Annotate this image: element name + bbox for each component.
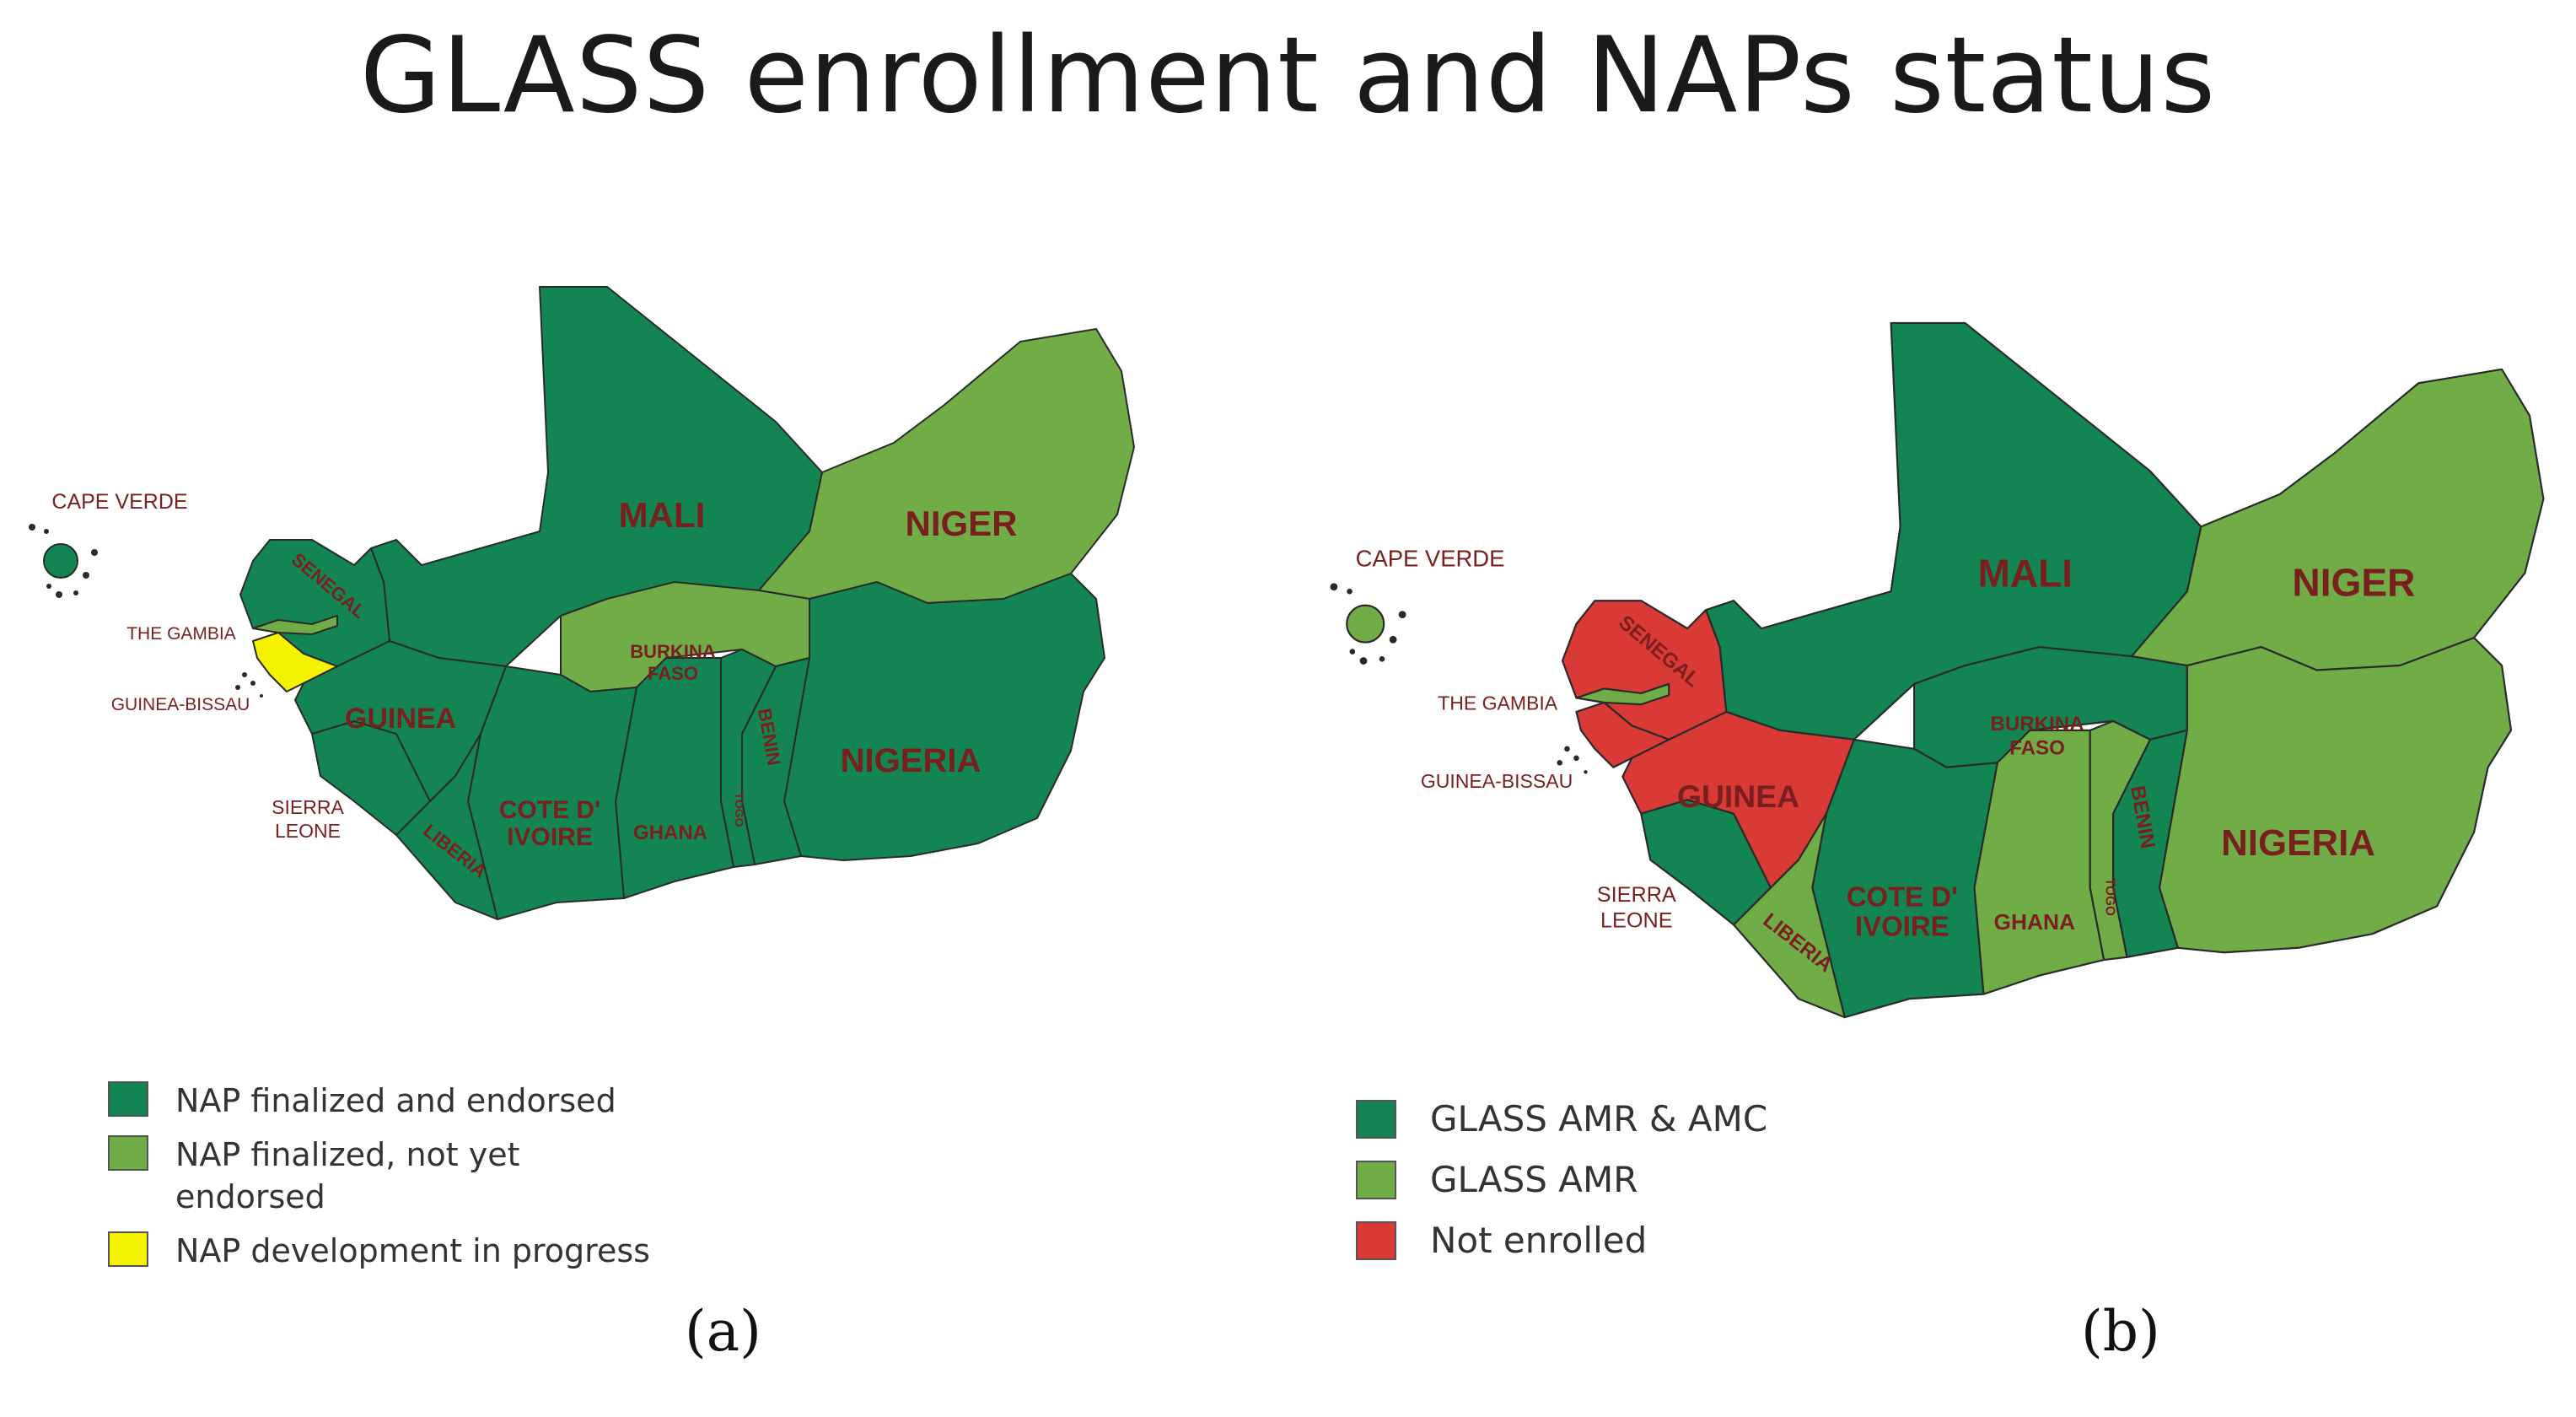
legend-label: GLASS AMR (1430, 1159, 1638, 1200)
country-gambia (252, 615, 338, 635)
caption-a: (a) (685, 1299, 761, 1364)
legend-glass-enrollment: GLASS AMR & AMC GLASS AMR Not enrolled (1356, 1098, 1912, 1280)
label-togo: TOGO (733, 793, 746, 827)
legend-swatch (1356, 1161, 1396, 1199)
legend-label: NAP development in progress (175, 1232, 650, 1269)
label-cote-1: COTE D' (1847, 881, 1958, 912)
label-sierra-leone-2: LEONE (1600, 909, 1673, 933)
cape-verde-islands (1330, 583, 1406, 665)
label-ghana: GHANA (633, 822, 707, 844)
label-togo: TOGO (2102, 878, 2116, 916)
country-cape-verde (43, 543, 78, 579)
label-burkina-2: FASO (2009, 736, 2065, 759)
legend-item: GLASS AMR (1356, 1159, 1912, 1201)
label-ghana: GHANA (1993, 909, 2075, 935)
label-sierra-leone-1: SIERRA (272, 796, 344, 818)
label-guinea: GUINEA (345, 703, 456, 735)
label-cote-2: IVOIRE (1855, 911, 1949, 942)
country-nigeria (2158, 637, 2513, 954)
label-sierra-leone-1: SIERRA (1597, 883, 1676, 907)
country-nigeria (783, 573, 1105, 861)
label-guinea-bissau: GUINEA-BISSAU (1421, 770, 1573, 792)
legend-swatch (108, 1231, 148, 1267)
guinea-bissau-islands (1557, 746, 1588, 774)
label-sierra-leone-2: LEONE (275, 820, 341, 842)
legend-label: Not enrolled (1430, 1220, 1648, 1261)
label-burkina-1: BURKINA (630, 641, 716, 662)
label-mali: MALI (1977, 552, 2073, 595)
legend-swatch (1356, 1100, 1396, 1139)
country-cote (1811, 738, 1998, 1019)
legend-item: Not enrolled (1356, 1220, 1912, 1262)
label-burkina-2: FASO (648, 663, 698, 684)
label-nigeria: NIGERIA (2221, 822, 2375, 864)
country-cote (467, 665, 637, 920)
label-cote-2: IVOIRE (507, 823, 593, 851)
label-guinea-bissau: GUINEA-BISSAU (111, 695, 250, 714)
legend-item: NAP finalized and endorsed (108, 1080, 664, 1122)
label-gambia: THE GAMBIA (126, 624, 236, 644)
caption-b: (b) (2081, 1299, 2160, 1364)
label-niger: NIGER (905, 504, 1017, 543)
legend-label: NAP finalized, not yet endorsed (175, 1136, 520, 1215)
label-burkina-1: BURKINA (1990, 713, 2084, 735)
legend-item: NAP finalized, not yet endorsed (108, 1134, 664, 1218)
country-gambia (1575, 682, 1670, 706)
legend-item: NAP development in progress (108, 1230, 664, 1272)
guinea-bissau-islands (235, 672, 263, 698)
legend-item: GLASS AMR & AMC (1356, 1098, 1912, 1140)
legend-swatch (108, 1135, 148, 1171)
cape-verde-islands (29, 524, 98, 598)
country-cape-verde (1346, 604, 1385, 644)
legend-label: NAP finalized and endorsed (175, 1082, 616, 1119)
label-cape-verde: CAPE VERDE (51, 490, 187, 514)
label-cote-1: COTE D' (499, 796, 600, 824)
legend-nap-status: NAP finalized and endorsed NAP finalized… (108, 1080, 664, 1284)
label-nigeria: NIGERIA (841, 742, 981, 779)
country-guinea-bissau (1575, 701, 1670, 768)
map-glass-enrollment: MALI NIGER NIGERIA BURKINA FASO GUINEA C… (1330, 321, 2545, 1019)
country-guinea-bissau (252, 632, 338, 692)
label-cape-verde: CAPE VERDE (1356, 546, 1505, 572)
page-title: GLASS enrollment and NAPs status (359, 15, 2217, 137)
map-nap-status: MALI NIGER NIGERIA BURKINA FASO GUINEA C… (29, 286, 1135, 920)
label-gambia: THE GAMBIA (1438, 692, 1558, 714)
label-mali: MALI (619, 495, 706, 535)
legend-swatch (1356, 1221, 1396, 1260)
label-niger: NIGER (2292, 561, 2415, 605)
legend-swatch (108, 1081, 148, 1117)
legend-label: GLASS AMR & AMC (1430, 1098, 1768, 1140)
label-guinea: GUINEA (1677, 779, 1799, 814)
